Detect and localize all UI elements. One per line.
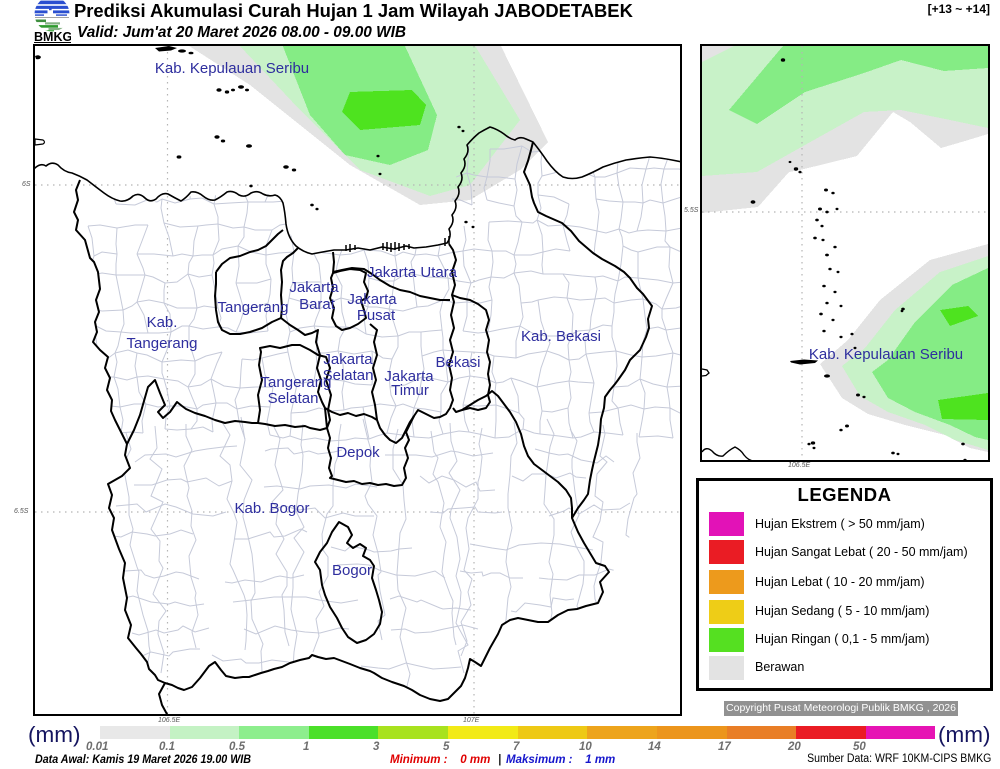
svg-text:Pusat: Pusat [357, 307, 396, 324]
svg-text:Kab. Kepulauan Seribu: Kab. Kepulauan Seribu [155, 60, 309, 77]
svg-text:Selatan: Selatan [323, 367, 374, 384]
svg-text:Tangerang: Tangerang [127, 335, 198, 352]
svg-text:Jakarta: Jakarta [384, 368, 434, 385]
svg-text:Kab. Bogor: Kab. Bogor [234, 500, 309, 517]
svg-text:Jakarta Utara: Jakarta Utara [367, 264, 458, 281]
svg-text:Barat: Barat [299, 296, 336, 313]
svg-text:Jakarta: Jakarta [323, 351, 373, 368]
svg-text:Depok: Depok [336, 444, 380, 461]
svg-text:Timur: Timur [391, 382, 429, 399]
svg-text:Kab.: Kab. [147, 314, 178, 331]
svg-text:Bogor: Bogor [332, 562, 372, 579]
svg-text:Tangerang: Tangerang [218, 299, 289, 316]
svg-text:Jakarta: Jakarta [347, 291, 397, 308]
svg-text:Kab. Kepulauan Seribu: Kab. Kepulauan Seribu [809, 346, 963, 363]
svg-text:Jakarta: Jakarta [289, 279, 339, 296]
svg-text:Bekasi: Bekasi [435, 354, 480, 371]
svg-text:BMKG: BMKG [34, 30, 71, 43]
svg-text:Kab. Bekasi: Kab. Bekasi [521, 328, 601, 345]
svg-text:Selatan: Selatan [268, 390, 319, 407]
svg-text:Tangerang: Tangerang [261, 374, 332, 391]
